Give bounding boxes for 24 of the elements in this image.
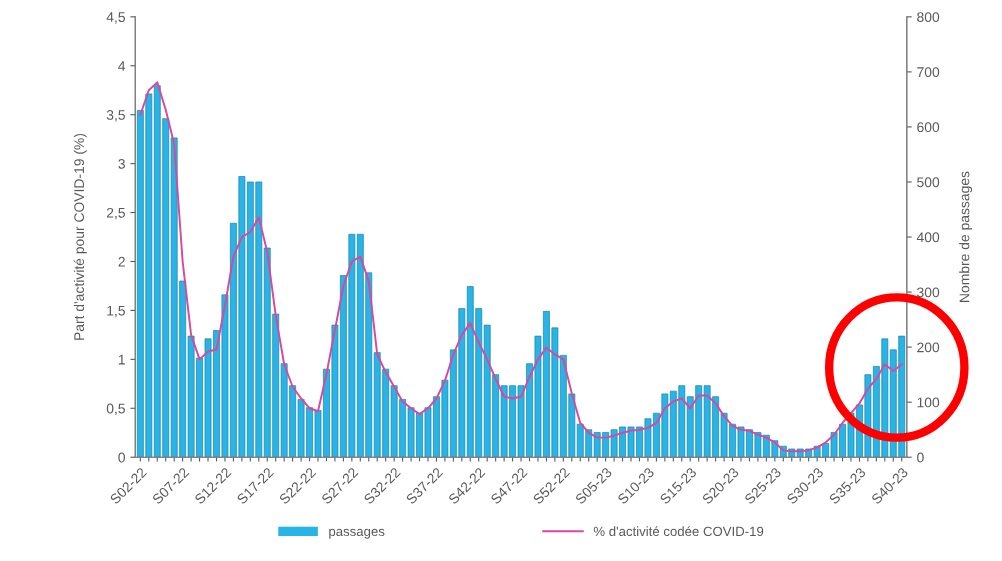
y2-tick-label: 700 xyxy=(917,67,940,78)
y-tick-label: 4 xyxy=(118,61,126,71)
y-axis-title: Part d'activité pour COVID-19 (%) xyxy=(73,133,87,340)
y2-tick-label: 300 xyxy=(917,287,940,298)
y-tick-label: 2 xyxy=(118,256,125,267)
y2-tick-label: 600 xyxy=(917,122,940,133)
y-tick-label: 1,5 xyxy=(107,305,125,318)
y2-tick-label: 0 xyxy=(917,452,924,463)
y2-tick-label: 100 xyxy=(917,397,940,408)
y2-axis-title: Nombre de passages xyxy=(959,171,973,302)
y-tick-label: 4,5 xyxy=(106,12,125,24)
y2-tick-label: 400 xyxy=(916,232,940,243)
y-tick-label: 2,5 xyxy=(106,207,125,220)
y-tick-label: 1 xyxy=(118,354,125,365)
y-tick-label: 0,5 xyxy=(106,403,125,416)
line-series xyxy=(139,81,903,453)
y2-tick-label: 500 xyxy=(917,177,940,188)
legend-label: passages xyxy=(329,528,385,539)
y-tick-label: 3 xyxy=(118,158,125,169)
y-tick-label: 3,5 xyxy=(106,110,125,122)
y2-tick-label: 800 xyxy=(917,12,940,22)
y-tick-label: 0 xyxy=(118,452,126,463)
legend-label: % d'activité codée COVID-19 xyxy=(593,526,764,537)
y2-tick-label: 200 xyxy=(917,342,940,353)
